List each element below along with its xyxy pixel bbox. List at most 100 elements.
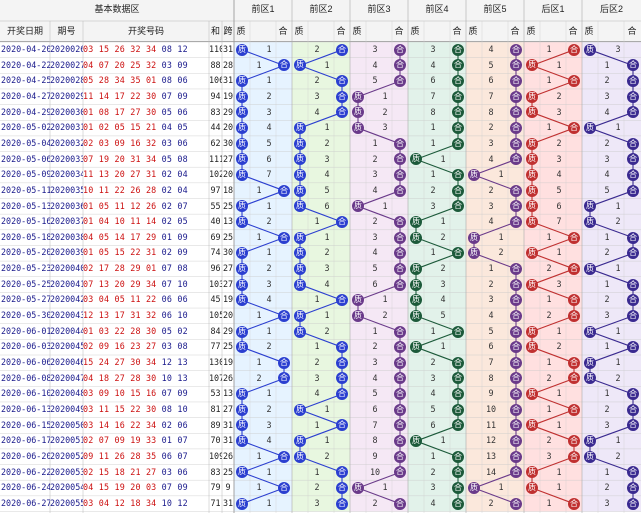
front-number: 30 (145, 403, 157, 414)
prime-ball: 质 (236, 247, 248, 260)
composite-ball: 合 (510, 419, 522, 432)
omission-count: 1 (556, 325, 562, 336)
zone-prime-label: 质 (584, 26, 594, 36)
omission-count: 6 (372, 403, 378, 414)
omission-count: 1 (256, 357, 262, 367)
composite-ball: 合 (452, 325, 464, 338)
omission-count: 2 (615, 216, 621, 227)
omission-count: 5 (556, 184, 562, 195)
row-span: 25 (222, 231, 234, 242)
back-number: 06 (177, 106, 188, 117)
front-number: 17 (114, 90, 125, 101)
front-number: 21 (145, 122, 157, 133)
omission-count: 5 (488, 59, 494, 70)
composite-ball: 合 (452, 388, 464, 401)
row-numbers: 01 08 17 27 30 05 06 (83, 105, 209, 121)
composite-ball: 合 (394, 137, 406, 150)
omission-count: 1 (266, 200, 272, 211)
prime-ball: 质 (236, 262, 248, 275)
front-number: 25 (130, 59, 141, 70)
row-issue: 2020026 (50, 44, 83, 54)
composite-ball: 合 (394, 75, 406, 88)
front-number: 15 (130, 388, 141, 399)
back-number: 03 (161, 466, 173, 477)
front-number: 12 (83, 310, 94, 321)
omission-count: 1 (556, 419, 562, 430)
row-date: 2020-04-27 (1, 90, 50, 101)
omission-count: 7 (266, 169, 272, 180)
row-sum: 55 (210, 200, 221, 211)
front-number: 03 (98, 325, 110, 336)
front-number: 02 (83, 263, 94, 274)
front-number: 11 (98, 184, 110, 195)
back-number: 04 (177, 184, 188, 195)
omission-count: 2 (604, 75, 610, 86)
front-number: 03 (83, 403, 94, 414)
omission-count: 3 (430, 482, 436, 493)
front-number: 03 (145, 482, 157, 493)
composite-ball: 合 (510, 356, 522, 369)
front-number: 02 (83, 341, 94, 352)
row-date: 2020-04-20 (1, 44, 50, 54)
prime-ball: 质 (352, 482, 364, 495)
back-number: 02 (161, 216, 173, 227)
omission-count: 4 (372, 372, 378, 383)
front-number: 03 (98, 137, 110, 148)
omission-count: 3 (556, 153, 562, 164)
front-number: 28 (130, 372, 141, 383)
row-span: 19 (222, 294, 234, 305)
row-span: 19 (222, 90, 234, 101)
omission-count: 1 (546, 44, 552, 54)
composite-ball: 合 (452, 137, 464, 150)
back-number: 04 (177, 169, 188, 180)
front-number: 16 (114, 341, 125, 352)
prime-ball: 质 (352, 106, 364, 119)
omission-count: 1 (615, 200, 621, 211)
row-sum: 106 (209, 75, 222, 86)
composite-ball: 合 (627, 419, 639, 432)
back-number: 06 (161, 310, 173, 321)
back-number: 12 (177, 497, 188, 508)
row-issue: 2020054 (50, 482, 83, 493)
prime-ball: 质 (410, 153, 422, 166)
omission-count: 1 (266, 247, 272, 258)
row-date: 2020-06-27 (1, 497, 50, 508)
front-number: 18 (114, 466, 125, 477)
omission-count: 4 (488, 153, 494, 164)
omission-count: 4 (266, 294, 272, 305)
front-number: 15 (83, 357, 94, 367)
prime-ball: 质 (584, 325, 596, 338)
omission-count: 8 (488, 372, 494, 383)
omission-count: 4 (324, 169, 330, 180)
front-number: 18 (130, 497, 141, 508)
omission-count: 1 (266, 388, 272, 399)
back-number: 06 (177, 75, 188, 86)
back-number: 13 (177, 372, 188, 383)
row-sum: 44 (210, 122, 221, 133)
row-numbers: 04 05 14 17 29 01 09 (83, 230, 209, 246)
prime-ball: 质 (410, 435, 422, 448)
prime-ball: 质 (526, 247, 538, 260)
omission-count: 1 (604, 466, 610, 477)
front-number: 11 (114, 200, 125, 211)
row-issue: 2020053 (50, 466, 83, 477)
omission-count: 5 (440, 310, 446, 321)
row-numbers: 05 28 34 35 01 08 06 (83, 73, 209, 89)
composite-ball: 合 (336, 466, 348, 479)
composite-ball: 合 (452, 184, 464, 197)
front-number: 30 (145, 106, 157, 117)
omission-count: 3 (556, 106, 562, 117)
front-number: 03 (83, 294, 94, 305)
row-sum: 62 (210, 137, 221, 148)
omission-count: 1 (256, 482, 262, 493)
composite-ball: 合 (452, 482, 464, 495)
composite-ball: 合 (510, 200, 522, 213)
row-issue: 2020051 (50, 435, 83, 446)
front-number: 30 (130, 357, 141, 367)
composite-ball: 合 (452, 75, 464, 88)
omission-count: 1 (556, 247, 562, 258)
composite-ball: 合 (452, 466, 464, 479)
prime-ball: 质 (236, 497, 248, 510)
prime-ball: 质 (236, 435, 248, 448)
front-number: 15 (98, 44, 110, 54)
